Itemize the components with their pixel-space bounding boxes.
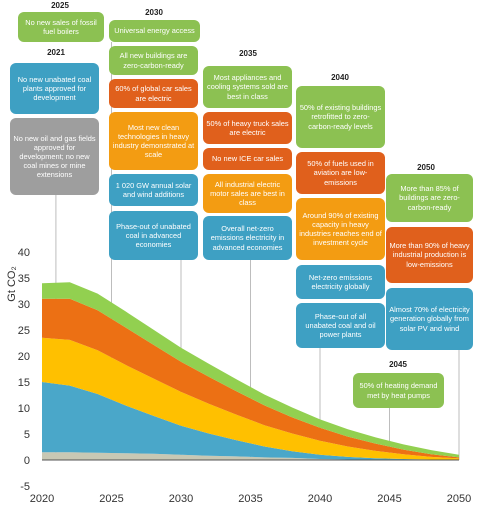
milestone-2035-electricity: Overall net-zero emissions electricity i…	[203, 216, 292, 260]
y-tick-label: 35	[18, 273, 30, 285]
x-tick-label: 2020	[30, 493, 54, 505]
y-tick-label: 15	[18, 377, 30, 389]
milestone-2035-ice-cars: No new ICE car sales	[203, 148, 292, 170]
milestone-2035-trucks: 50% of heavy truck sales are electric	[203, 112, 292, 144]
area-series-2	[42, 337, 459, 460]
x-tick-label: 2040	[308, 493, 332, 505]
x-tick-label: 2030	[169, 493, 193, 505]
x-tick-label: 2025	[99, 493, 123, 505]
area-series-3	[42, 298, 459, 459]
y-tick-label: 5	[24, 429, 30, 441]
y-tick-label: 30	[18, 299, 30, 311]
milestone-2030-heavy-industry: Most new clean technologies in heavy ind…	[109, 112, 198, 170]
year-label-2030: 2030	[145, 8, 163, 17]
milestone-2030-solar-wind: 1 020 GW annual solar and wind additions	[109, 174, 198, 206]
area-series-0	[42, 452, 459, 460]
milestone-2040-electricity: Net-zero emissions electricity globally	[296, 265, 385, 299]
milestone-2050-solar-wind: Almost 70% of electricity generation glo…	[386, 288, 473, 350]
x-tick-label: 2045	[377, 493, 401, 505]
y-tick-label: 25	[18, 325, 30, 337]
emission-areas	[42, 282, 459, 460]
milestone-2050-buildings: More than 85% of buildings are zero-carb…	[386, 174, 473, 222]
x-tick-label: 2035	[238, 493, 262, 505]
milestone-2040-retrofits: 50% of existing buildings retrofitted to…	[296, 86, 385, 148]
y-tick-label: 0	[24, 455, 30, 467]
year-label-2035: 2035	[239, 49, 257, 58]
milestone-2021-oil-gas: No new oil and gas fields approved for d…	[10, 118, 99, 195]
milestone-2040-aviation: 50% of fuels used in aviation are low-em…	[296, 152, 385, 194]
milestone-2030-car-sales: 60% of global car sales are electric	[109, 79, 198, 108]
area-series-4	[42, 282, 459, 458]
year-label-2021: 2021	[47, 48, 65, 57]
milestone-2030-buildings: All new buildings are zero-carbon-ready	[109, 46, 198, 75]
year-label-2040: 2040	[331, 73, 349, 82]
milestone-2035-appliances: Most appliances and cooling systems sold…	[203, 66, 292, 108]
x-tick-label: 2050	[447, 493, 471, 505]
milestone-2045-heat-pumps: 50% of heating demand met by heat pumps	[353, 373, 444, 408]
milestone-2050-industry: More than 90% of heavy industrial produc…	[386, 227, 473, 283]
year-label-2050: 2050	[417, 163, 435, 172]
milestone-2040-heavy-industry: Around 90% of existing capacity in heavy…	[296, 198, 385, 260]
year-label-2045: 2045	[389, 360, 407, 369]
milestone-2021-coal-plants: No new unabated coal plants approved for…	[10, 63, 99, 114]
year-label-2025: 2025	[51, 1, 69, 10]
milestone-2030-energy-access: Universal energy access	[109, 20, 200, 42]
y-tick-label: 20	[18, 351, 30, 363]
y-tick-label: 40	[18, 247, 30, 259]
y-axis-label: Gt CO₂	[6, 266, 18, 301]
milestone-2040-coal-oil-phaseout: Phase-out of all unabated coal and oil p…	[296, 303, 385, 348]
area-series-1	[42, 382, 459, 460]
y-tick-label: -5	[20, 481, 30, 493]
milestone-2025-boilers: No new sales of fossil fuel boilers	[18, 12, 104, 42]
milestone-2030-coal-phaseout: Phase-out of unabated coal in advanced e…	[109, 211, 198, 260]
y-tick-label: 10	[18, 403, 30, 415]
milestone-2035-motors: All industrial electric motor sales are …	[203, 174, 292, 213]
